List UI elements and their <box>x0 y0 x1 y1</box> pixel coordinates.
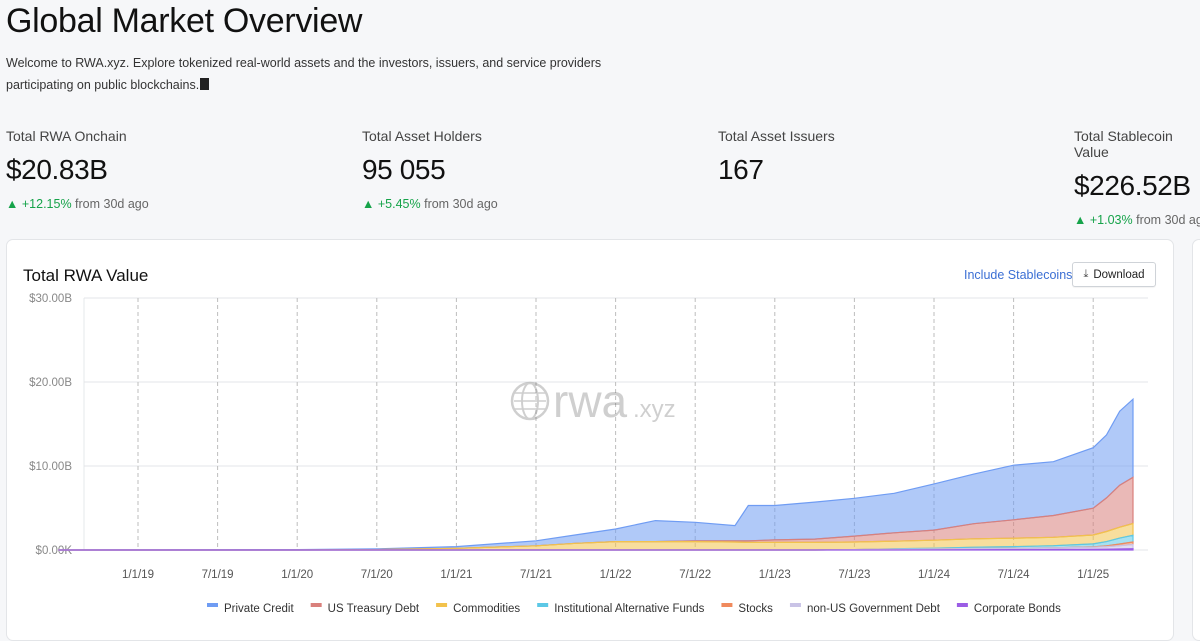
stat-value: 95 055 <box>362 154 446 185</box>
legend-swatch <box>956 603 968 607</box>
x-tick-label: 1/1/21 <box>440 569 472 581</box>
area-corporate-bonds <box>58 548 1134 551</box>
x-tick-label: 7/1/23 <box>838 569 870 581</box>
stat-change: ▲ +12.15% from 30d ago <box>6 197 149 211</box>
y-tick-label: $10.00B <box>29 461 72 473</box>
stat-value: 167 <box>718 154 764 185</box>
legend-swatch <box>436 603 448 607</box>
include-stablecoins-toggle[interactable]: Include Stablecoins <box>964 268 1073 282</box>
x-tick-label: 1/1/22 <box>600 569 632 581</box>
download-label: Download <box>1093 268 1145 281</box>
stat-change: ▲ +5.45% from 30d ago <box>362 197 498 211</box>
y-tick-label: $30.00B <box>29 293 72 305</box>
legend-swatch <box>537 603 549 607</box>
x-tick-label: 1/1/24 <box>918 569 951 581</box>
stat-asset-issuers: Total Asset Issuers 167 <box>718 128 835 186</box>
x-tick-label: 7/1/22 <box>679 569 711 581</box>
arrow-up-icon: ▲ <box>6 197 19 211</box>
stat-total-rwa: Total RWA Onchain $20.83B ▲ +12.15% from… <box>6 128 149 211</box>
stat-value: $20.83B <box>6 154 108 185</box>
x-tick-label: 7/1/20 <box>361 569 393 581</box>
x-tick-label: 1/1/25 <box>1077 569 1109 581</box>
x-tick-label: 1/1/19 <box>122 569 154 581</box>
chart-title: Total RWA Value <box>23 266 149 285</box>
legend-label: Stocks <box>738 603 773 615</box>
stat-change: ▲ +1.03% from 30d ago <box>1074 213 1200 227</box>
stat-value: $226.52B <box>1074 170 1191 201</box>
stat-label: Total Stablecoin Value <box>1074 128 1173 160</box>
watermark-suffix: .xyz <box>633 396 676 423</box>
arrow-up-icon: ▲ <box>362 197 375 211</box>
stat-label: Total Asset Issuers <box>718 128 835 144</box>
y-tick-label: $20.00B <box>29 377 72 389</box>
legend-label: Commodities <box>453 603 520 615</box>
stat-stablecoin-value: Total Stablecoin Value $226.52B ▲ +1.03%… <box>1074 128 1200 227</box>
legend-label: Corporate Bonds <box>974 603 1061 615</box>
legend-label: Private Credit <box>224 603 294 615</box>
chart-card: Total RWA Value Include Stablecoins ⤓ Do… <box>6 239 1174 641</box>
stat-asset-holders: Total Asset Holders 95 055 ▲ +5.45% from… <box>362 128 498 211</box>
x-tick-label: 7/1/21 <box>520 569 552 581</box>
stat-label: Total RWA Onchain <box>6 128 127 144</box>
download-icon: ⤓ <box>1083 268 1089 280</box>
legend-swatch <box>310 603 322 607</box>
x-tick-label: 1/1/23 <box>759 569 791 581</box>
legend-label: US Treasury Debt <box>328 603 420 615</box>
legend-label: non-US Government Debt <box>807 603 941 615</box>
y-tick-label: $0.00K <box>36 545 73 557</box>
page-title: Global Market Overview <box>6 2 363 40</box>
legend-label: Institutional Alternative Funds <box>554 603 704 615</box>
intro-text: Welcome to RWA.xyz. Explore tokenized re… <box>6 56 602 92</box>
x-tick-label: 1/1/20 <box>281 569 313 581</box>
globe-icon <box>510 381 550 421</box>
info-glyph-icon <box>200 78 210 90</box>
download-button[interactable]: ⤓ Download <box>1072 262 1156 287</box>
legend-swatch <box>721 603 733 607</box>
watermark-text: rwa <box>553 375 628 427</box>
legend-swatch <box>207 603 218 607</box>
x-tick-label: 7/1/19 <box>202 569 234 581</box>
arrow-up-icon: ▲ <box>1074 213 1087 227</box>
stat-label: Total Asset Holders <box>362 128 482 144</box>
watermark: rwa .xyz <box>510 375 676 427</box>
legend-swatch <box>789 603 801 607</box>
x-tick-label: 7/1/24 <box>998 569 1031 581</box>
